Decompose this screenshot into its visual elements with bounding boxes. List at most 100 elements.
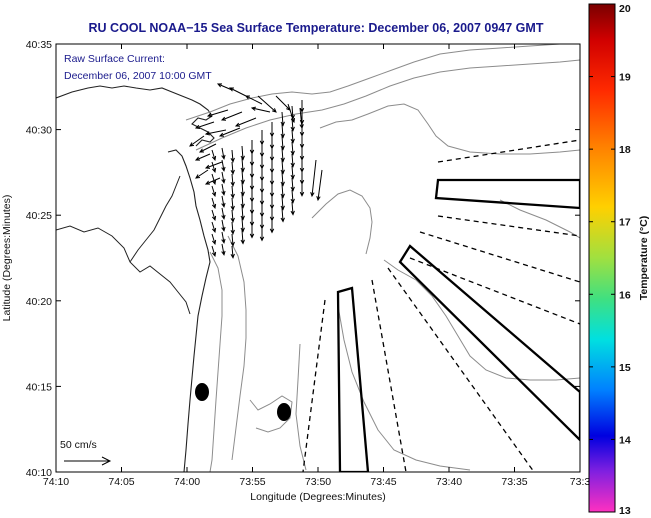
current-vector bbox=[195, 169, 209, 179]
current-vector bbox=[211, 173, 217, 185]
scale-arrow bbox=[64, 456, 112, 466]
scale-label: 50 cm/s bbox=[60, 439, 97, 451]
current-vector bbox=[240, 181, 245, 197]
map-title: RU COOL NOAA−15 Sea Surface Temperature:… bbox=[89, 21, 544, 35]
box-south bbox=[336, 286, 370, 472]
x-tick-label: 73:55 bbox=[239, 476, 265, 488]
current-vector bbox=[230, 221, 235, 235]
y-tick-label: 40:35 bbox=[26, 39, 52, 51]
current-vector bbox=[221, 207, 226, 220]
current-vector bbox=[299, 160, 305, 173]
current-vector bbox=[230, 233, 235, 247]
y-tick-label: 40:30 bbox=[26, 125, 52, 137]
current-vector bbox=[290, 189, 295, 204]
current-vector bbox=[230, 185, 235, 199]
current-vector bbox=[299, 184, 305, 197]
current-vector bbox=[299, 172, 305, 185]
x-tick-label: 73:35 bbox=[501, 476, 527, 488]
current-vector bbox=[280, 171, 285, 187]
colorbar-tick-label: 15 bbox=[619, 362, 631, 374]
colorbar-label: Temperature (°C) bbox=[638, 216, 650, 301]
current-vector bbox=[221, 159, 226, 172]
x-tick-label: 73:50 bbox=[305, 476, 331, 488]
colorbar-tick-label: 14 bbox=[619, 434, 631, 446]
current-vector bbox=[189, 135, 205, 147]
y-tick-label: 40:20 bbox=[26, 296, 52, 308]
colorbar-tick-label: 19 bbox=[619, 72, 631, 84]
current-vector bbox=[280, 183, 285, 199]
colorbar-tick-label: 20 bbox=[619, 3, 631, 15]
current-vector bbox=[211, 161, 217, 173]
colorbar-ticks: 20 19 18 17 16 15 14 13 bbox=[589, 3, 631, 517]
colorbar-tick-label: 17 bbox=[619, 217, 631, 229]
current-vector bbox=[257, 95, 277, 113]
current-vector bbox=[221, 171, 226, 184]
current-vector bbox=[269, 218, 275, 234]
current-vector bbox=[230, 245, 235, 259]
current-vector bbox=[299, 148, 305, 161]
current-vector bbox=[240, 229, 245, 245]
current-vector bbox=[240, 217, 245, 233]
x-tick-label: 74:10 bbox=[43, 476, 69, 488]
current-vector bbox=[230, 197, 235, 211]
surface-current-vectors bbox=[189, 83, 323, 259]
current-vector bbox=[228, 87, 247, 97]
current-vector bbox=[234, 117, 257, 127]
current-vector bbox=[221, 231, 226, 244]
y-tick-label: 40:10 bbox=[26, 467, 52, 479]
current-vector bbox=[204, 129, 227, 136]
bathymetry-contours bbox=[185, 44, 580, 472]
current-vector bbox=[290, 177, 295, 192]
current-vector bbox=[290, 141, 295, 156]
current-vector bbox=[240, 157, 245, 173]
current-vector bbox=[230, 173, 235, 187]
current-vector bbox=[218, 127, 241, 137]
current-vector bbox=[299, 136, 305, 149]
current-vector bbox=[211, 185, 217, 197]
current-vector bbox=[211, 209, 217, 221]
current-vector bbox=[299, 100, 305, 113]
sampling-boxes bbox=[336, 178, 580, 472]
current-info-line2: December 06, 2007 10:00 GMT bbox=[64, 70, 212, 82]
current-vector bbox=[220, 111, 243, 121]
current-vector bbox=[230, 209, 235, 223]
colorbar-tick-label: 13 bbox=[619, 505, 631, 517]
current-vector bbox=[221, 183, 226, 196]
current-vector bbox=[250, 106, 271, 113]
current-vector bbox=[230, 149, 235, 163]
colorbar-tick-label: 16 bbox=[619, 289, 631, 301]
bay-outline bbox=[56, 175, 191, 315]
current-vector bbox=[290, 153, 295, 168]
current-vector bbox=[194, 153, 211, 161]
current-vector bbox=[216, 83, 233, 91]
current-vector bbox=[211, 221, 217, 233]
box-east-diagonal bbox=[398, 244, 580, 442]
current-vector bbox=[244, 95, 263, 105]
colorbar-tick-label: 18 bbox=[619, 144, 631, 156]
current-vector bbox=[240, 169, 245, 185]
map-plot: 50 cm/s Raw Surface Current: December 06… bbox=[56, 44, 580, 472]
current-vector bbox=[211, 233, 217, 245]
current-vector bbox=[310, 159, 317, 198]
current-vector bbox=[280, 135, 285, 151]
current-vector bbox=[287, 103, 296, 124]
y-axis-label: Latitude (Degrees:Minutes) bbox=[1, 195, 13, 322]
current-vector bbox=[240, 145, 245, 161]
y-axis-ticks: 40:35 40:30 40:25 40:20 40:15 40:10 bbox=[26, 39, 580, 479]
current-vector bbox=[221, 195, 226, 208]
y-tick-label: 40:15 bbox=[26, 381, 52, 393]
current-vector bbox=[211, 197, 217, 209]
buoy-marker bbox=[195, 383, 209, 401]
colorbar bbox=[588, 3, 616, 513]
x-tick-label: 73:3 bbox=[570, 476, 591, 488]
current-vector bbox=[194, 121, 215, 130]
current-vector bbox=[204, 161, 223, 169]
x-tick-label: 73:45 bbox=[370, 476, 396, 488]
current-vector bbox=[259, 226, 265, 242]
x-tick-label: 73:40 bbox=[436, 476, 462, 488]
current-vector bbox=[204, 177, 221, 185]
current-vector bbox=[290, 129, 295, 144]
current-vector bbox=[290, 165, 295, 180]
current-info-line1: Raw Surface Current: bbox=[64, 53, 165, 65]
